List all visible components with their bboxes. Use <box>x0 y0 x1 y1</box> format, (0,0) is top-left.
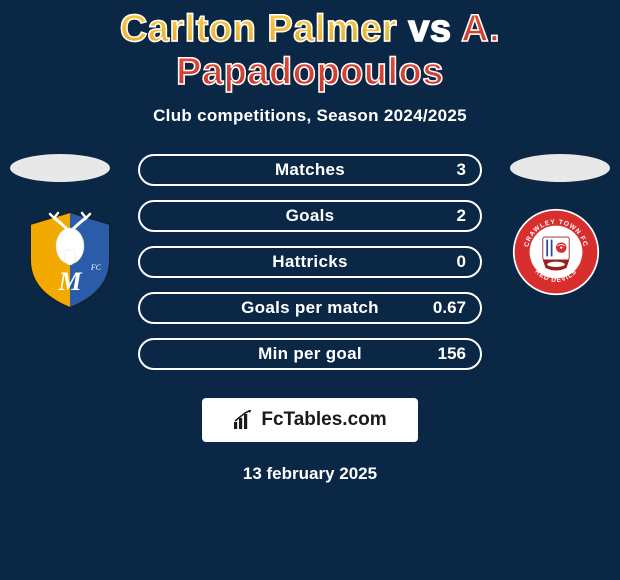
stat-label: Goals <box>140 206 480 226</box>
stat-label: Hattricks <box>140 252 480 272</box>
stat-label: Min per goal <box>140 344 480 364</box>
stat-row: Goals 2 <box>138 200 482 232</box>
stat-right-value: 0 <box>457 252 466 272</box>
club-crest-right: CRAWLEY TOWN FC RED DEVILS <box>512 208 600 296</box>
stats-table: Matches 3 Goals 2 Hattricks 0 Goals per … <box>138 154 482 370</box>
stat-right-value: 3 <box>457 160 466 180</box>
stat-row: Min per goal 156 <box>138 338 482 370</box>
branding-badge: FcTables.com <box>202 398 418 442</box>
stat-right-value: 0.67 <box>433 298 466 318</box>
player1-name: Carlton Palmer <box>120 8 397 50</box>
stat-row: Goals per match 0.67 <box>138 292 482 324</box>
subtitle: Club competitions, Season 2024/2025 <box>0 106 620 126</box>
stat-label: Matches <box>140 160 480 180</box>
svg-text:M: M <box>57 267 82 296</box>
branding-text: FcTables.com <box>261 409 386 431</box>
date-text: 13 february 2025 <box>0 464 620 484</box>
comparison-title: Carlton Palmer vs A. Papadopoulos <box>0 8 620 94</box>
stat-row: Matches 3 <box>138 154 482 186</box>
stat-right-value: 156 <box>438 344 466 364</box>
stat-right-value: 2 <box>457 206 466 226</box>
club-crest-left: M FC <box>20 210 120 310</box>
svg-text:FC: FC <box>90 263 102 272</box>
player1-silhouette <box>10 154 110 182</box>
chart-icon <box>233 410 255 430</box>
stat-label: Goals per match <box>140 298 480 318</box>
vs-text: vs <box>408 8 451 50</box>
player2-silhouette <box>510 154 610 182</box>
stat-row: Hattricks 0 <box>138 246 482 278</box>
